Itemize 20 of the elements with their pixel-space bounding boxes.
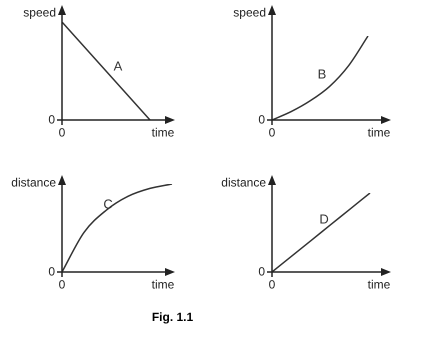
text: 0 [258, 264, 266, 278]
text: 0 [258, 112, 266, 126]
y-axis-title: speed [233, 5, 266, 20]
text: 0 [58, 277, 66, 292]
series-label: A [114, 58, 123, 74]
text: 0 [268, 125, 276, 140]
x-axis-title: time [152, 125, 175, 140]
text: 0 [48, 112, 56, 126]
x-axis-title: time [368, 125, 391, 140]
series-label: B [318, 66, 326, 82]
x-axis-title: time [368, 277, 391, 292]
text: 0 [48, 264, 56, 278]
text: Fig. 1.1 [150, 310, 194, 324]
series-label: D [319, 212, 329, 227]
text: 0 [268, 277, 276, 292]
y-axis-title: speed [23, 5, 56, 20]
text: 0 [58, 125, 66, 140]
x-axis-title: time [152, 277, 175, 292]
y-axis-title: distance [221, 175, 266, 190]
y-axis-title: distance [11, 175, 56, 190]
